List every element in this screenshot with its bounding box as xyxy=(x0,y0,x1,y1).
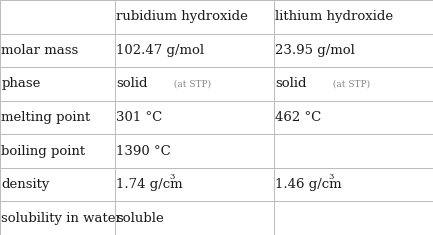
Text: 1.46 g/cm: 1.46 g/cm xyxy=(275,178,342,191)
Text: solid: solid xyxy=(116,77,148,90)
Text: 3: 3 xyxy=(169,173,174,181)
Text: soluble: soluble xyxy=(116,212,164,225)
Text: rubidium hydroxide: rubidium hydroxide xyxy=(116,10,248,23)
Text: 1390 °C: 1390 °C xyxy=(116,145,171,158)
Text: solubility in water: solubility in water xyxy=(1,212,122,225)
Text: density: density xyxy=(1,178,49,191)
Text: lithium hydroxide: lithium hydroxide xyxy=(275,10,393,23)
Text: 462 °C: 462 °C xyxy=(275,111,321,124)
Text: (at STP): (at STP) xyxy=(327,79,370,88)
Text: 1.74 g/cm: 1.74 g/cm xyxy=(116,178,183,191)
Text: molar mass: molar mass xyxy=(1,44,78,57)
Text: melting point: melting point xyxy=(1,111,90,124)
Text: 3: 3 xyxy=(328,173,333,181)
Text: 23.95 g/mol: 23.95 g/mol xyxy=(275,44,355,57)
Text: boiling point: boiling point xyxy=(1,145,85,158)
Text: solid: solid xyxy=(275,77,307,90)
Text: phase: phase xyxy=(1,77,41,90)
Text: (at STP): (at STP) xyxy=(168,79,211,88)
Text: 301 °C: 301 °C xyxy=(116,111,162,124)
Text: 102.47 g/mol: 102.47 g/mol xyxy=(116,44,204,57)
